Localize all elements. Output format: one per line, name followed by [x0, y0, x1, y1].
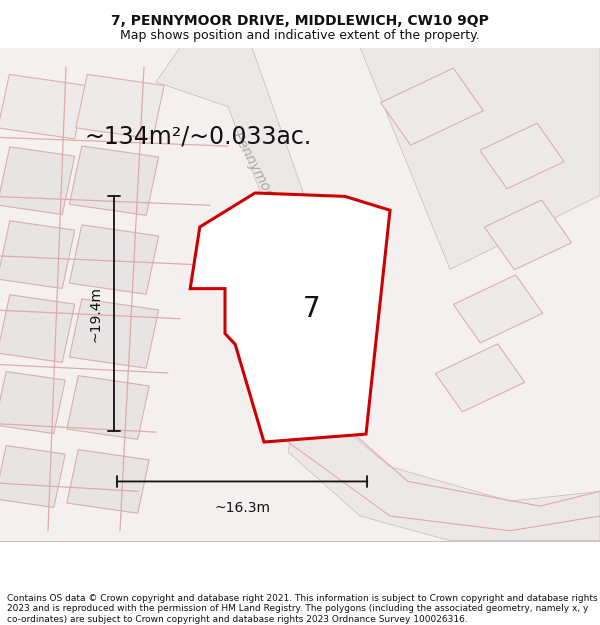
- Bar: [67, 449, 149, 513]
- Bar: [484, 200, 572, 270]
- Bar: [0, 371, 65, 434]
- Text: 7: 7: [303, 295, 321, 323]
- Bar: [0, 295, 75, 362]
- Text: Map shows position and indicative extent of the property.: Map shows position and indicative extent…: [120, 29, 480, 42]
- Polygon shape: [156, 48, 360, 393]
- Bar: [70, 225, 158, 294]
- Text: ~134m²/~0.033ac.: ~134m²/~0.033ac.: [85, 124, 311, 148]
- Polygon shape: [288, 392, 600, 541]
- Text: ~19.4m: ~19.4m: [88, 286, 102, 341]
- Polygon shape: [190, 193, 390, 442]
- Bar: [480, 123, 564, 189]
- Bar: [67, 376, 149, 439]
- Bar: [380, 68, 484, 145]
- Bar: [0, 446, 65, 508]
- Polygon shape: [360, 48, 600, 269]
- Bar: [0, 147, 75, 214]
- Bar: [0, 221, 75, 289]
- Bar: [70, 299, 158, 368]
- Text: ~16.3m: ~16.3m: [214, 501, 270, 515]
- Text: Pennymoor Drive: Pennymoor Drive: [230, 129, 298, 242]
- Bar: [436, 344, 524, 412]
- Text: 7, PENNYMOOR DRIVE, MIDDLEWICH, CW10 9QP: 7, PENNYMOOR DRIVE, MIDDLEWICH, CW10 9QP: [111, 14, 489, 28]
- Text: Contains OS data © Crown copyright and database right 2021. This information is : Contains OS data © Crown copyright and d…: [7, 594, 598, 624]
- Bar: [70, 146, 158, 216]
- Bar: [454, 275, 542, 343]
- Bar: [76, 74, 164, 139]
- Bar: [0, 74, 86, 139]
